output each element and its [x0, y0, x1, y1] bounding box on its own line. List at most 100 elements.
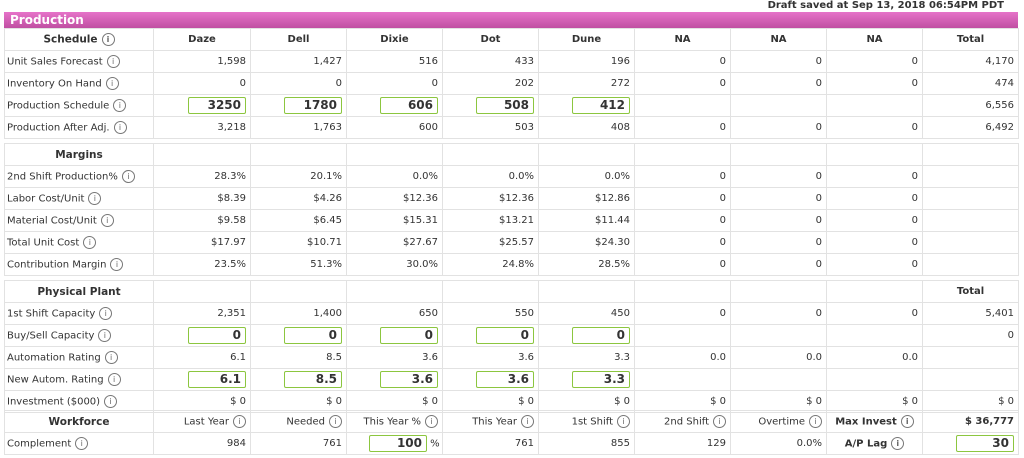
value-input[interactable]: 3.6 — [476, 371, 534, 388]
info-icon[interactable]: i — [106, 55, 120, 68]
cell: 0 — [634, 231, 731, 254]
value-input[interactable]: 3.6 — [380, 371, 438, 388]
info-icon[interactable]: i — [98, 329, 112, 342]
row-label-text: Production Schedule — [7, 100, 110, 112]
info-icon[interactable]: i — [713, 415, 726, 428]
cell: 28.5% — [538, 253, 635, 276]
cell: 0 — [730, 187, 827, 210]
cell-value: 0 — [719, 56, 726, 67]
value-input[interactable]: 100 — [369, 435, 427, 452]
cell: 0 — [634, 72, 731, 95]
cell: 761 — [442, 432, 539, 455]
info-icon[interactable]: i — [521, 415, 534, 428]
value-input[interactable]: 0 — [476, 327, 534, 344]
cell-value: 0 — [239, 78, 246, 89]
cell-value: 0 — [1007, 330, 1014, 341]
cell-value: 0 — [719, 171, 726, 182]
info-icon[interactable]: i — [809, 415, 822, 428]
value-input[interactable]: 0 — [380, 327, 438, 344]
value-input[interactable]: 0 — [572, 327, 630, 344]
cell: $12.86 — [538, 187, 635, 210]
cell-value: 0.0 — [806, 352, 822, 363]
cell: 0 — [250, 72, 347, 95]
info-icon[interactable]: i — [891, 437, 905, 450]
info-icon[interactable]: i — [113, 121, 127, 134]
info-icon[interactable]: i — [75, 437, 89, 450]
column-header: Needed i — [250, 410, 347, 433]
cell — [922, 187, 1019, 210]
cell-value: 0 — [719, 259, 726, 270]
cell: 272 — [538, 72, 635, 95]
column-header-text: This Year — [472, 416, 517, 428]
value-input[interactable]: 3250 — [188, 97, 246, 114]
column-header-text: Needed — [286, 416, 325, 428]
row-label: Inventory On Hand i — [4, 72, 154, 95]
info-icon[interactable]: i — [88, 192, 102, 205]
cell-value: 0 — [719, 122, 726, 133]
cell: 24.8% — [442, 253, 539, 276]
column-header: Dell — [250, 28, 347, 51]
value-input[interactable]: 8.5 — [284, 371, 342, 388]
cell: 20.1% — [250, 165, 347, 188]
value-input[interactable]: 6.1 — [188, 371, 246, 388]
value-input[interactable]: 508 — [476, 97, 534, 114]
cell-value: $25.57 — [499, 237, 534, 248]
cell-value: 0 — [815, 308, 822, 319]
cell-value: 1,427 — [313, 56, 342, 67]
value-input[interactable]: 0 — [284, 327, 342, 344]
cell: $11.44 — [538, 209, 635, 232]
info-icon[interactable]: i — [617, 415, 630, 428]
column-header — [153, 280, 251, 303]
info-icon[interactable]: i — [110, 258, 124, 271]
info-icon[interactable]: i — [105, 77, 119, 90]
column-header — [538, 280, 635, 303]
info-icon[interactable]: i — [425, 415, 438, 428]
column-header — [442, 143, 539, 166]
cell: 0.0% — [442, 165, 539, 188]
cell-value: 4,170 — [985, 56, 1014, 67]
info-icon[interactable]: i — [101, 33, 115, 46]
cell: 3.3 — [538, 346, 635, 369]
cell-value: 761 — [514, 438, 534, 449]
info-icon[interactable]: i — [233, 415, 246, 428]
value-input[interactable]: 3.3 — [572, 371, 630, 388]
section-header-row: Workforce Last Year i Needed i This Year % i Th… — [4, 410, 1019, 433]
value-input[interactable]: 30 — [956, 435, 1014, 452]
column-header-text: NA — [674, 34, 691, 45]
cell: 0.0% — [346, 165, 443, 188]
info-icon[interactable]: i — [104, 351, 118, 364]
cell-value: $27.67 — [403, 237, 438, 248]
column-header: Dune — [538, 28, 635, 51]
cell: 3.6 — [346, 368, 443, 391]
info-icon[interactable]: i — [99, 307, 113, 320]
info-icon[interactable]: i — [83, 236, 97, 249]
column-header — [538, 143, 635, 166]
table-row: Contribution Margin i 23.5% 51.3% 30.0% 24.8%… — [4, 253, 1019, 276]
info-icon[interactable]: i — [100, 214, 114, 227]
value-input[interactable]: 412 — [572, 97, 630, 114]
cell: 23.5% — [153, 253, 251, 276]
column-header — [730, 280, 827, 303]
cell-value: 503 — [514, 122, 534, 133]
info-icon[interactable]: i — [104, 395, 118, 408]
cell-value: 1,400 — [313, 308, 342, 319]
row-label-text: 1st Shift Capacity — [7, 308, 96, 320]
row-label-text: Inventory On Hand — [7, 78, 102, 90]
value-input[interactable]: 1780 — [284, 97, 342, 114]
cell: 1,763 — [250, 116, 347, 139]
value-input[interactable]: 0 — [188, 327, 246, 344]
value-input[interactable]: 606 — [380, 97, 438, 114]
cell-value: 5,401 — [985, 308, 1014, 319]
info-icon[interactable]: i — [113, 99, 127, 112]
cell: 3.6 — [442, 368, 539, 391]
info-icon[interactable]: i — [121, 170, 135, 183]
table-row: Production Schedule i 3250 1780 606 508 412 6,5… — [4, 94, 1019, 117]
row-label: Investment ($000) i — [4, 390, 154, 413]
info-icon[interactable]: i — [900, 415, 914, 428]
cell-value: $9.58 — [217, 215, 246, 226]
cell — [922, 253, 1019, 276]
info-icon[interactable]: i — [107, 373, 121, 386]
info-icon[interactable]: i — [329, 415, 342, 428]
column-header-text: Dixie — [380, 34, 409, 45]
column-header — [442, 280, 539, 303]
